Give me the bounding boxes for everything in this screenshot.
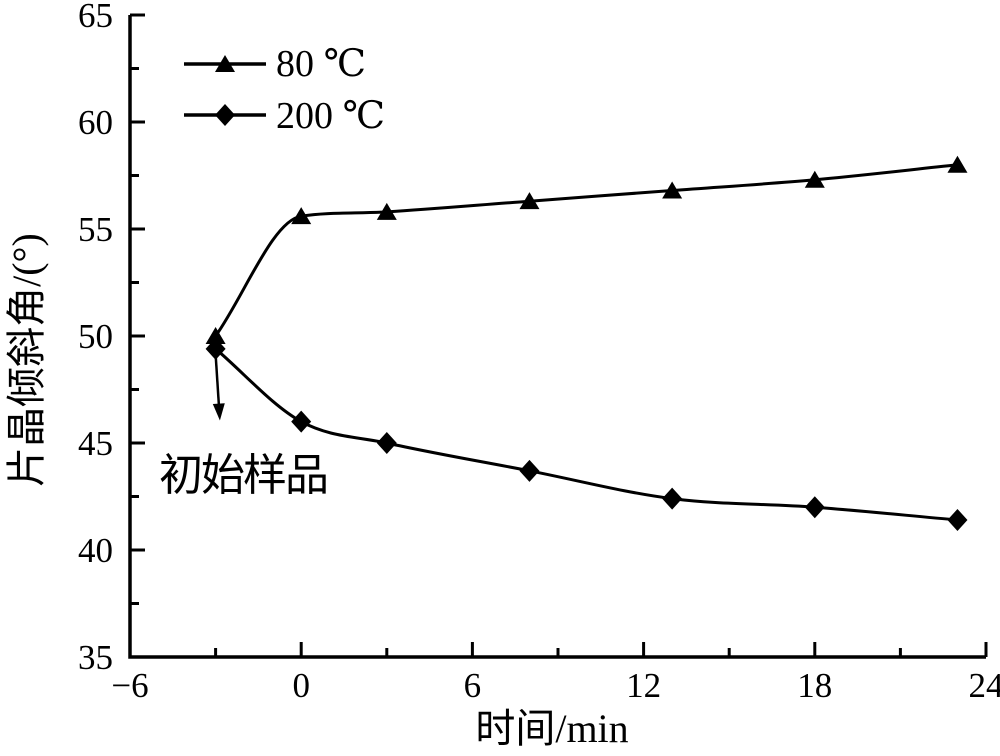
series-0-marker bbox=[804, 170, 825, 188]
legend-label-200c: 200 ℃ bbox=[276, 95, 385, 137]
series-1-marker bbox=[291, 410, 312, 433]
legend-marker-0 bbox=[215, 55, 235, 72]
x-tick-label: −6 bbox=[111, 666, 148, 705]
legend-label-80c: 80 ℃ bbox=[276, 43, 366, 85]
x-tick-label: 24 bbox=[969, 666, 1000, 705]
x-axis-title: 时间/min bbox=[475, 706, 628, 751]
x-tick-label: 6 bbox=[464, 666, 482, 705]
series-1-marker bbox=[804, 496, 825, 519]
y-tick-label: 40 bbox=[78, 531, 113, 570]
arrow-shaft bbox=[214, 354, 221, 413]
axis-ticks bbox=[128, 13, 988, 659]
series-0-marker bbox=[205, 327, 226, 344]
series-1-marker bbox=[519, 459, 540, 482]
legend: 80 ℃ 200 ℃ bbox=[276, 43, 385, 137]
axes bbox=[128, 15, 986, 659]
series-1-marker bbox=[662, 487, 683, 510]
legend-marks bbox=[184, 55, 266, 126]
y-tick-label: 45 bbox=[78, 424, 113, 463]
series-0-curve bbox=[214, 163, 958, 337]
series-0-marker bbox=[947, 155, 968, 173]
series-1-marker bbox=[947, 509, 968, 532]
y-axis-title: 片晶倾斜角/(°) bbox=[4, 233, 49, 487]
x-tick-label: 12 bbox=[626, 666, 661, 705]
legend-marker-1 bbox=[215, 104, 235, 126]
annotation-arrow bbox=[212, 354, 225, 421]
annotation-initial-sample-label: 初始样品 bbox=[159, 451, 327, 500]
series-0-marker bbox=[291, 207, 312, 225]
arrow-head bbox=[212, 403, 225, 421]
y-tick-label: 50 bbox=[78, 317, 113, 356]
series-1-marker bbox=[376, 432, 397, 454]
x-tick-label: 18 bbox=[797, 666, 832, 705]
y-tick-label: 55 bbox=[78, 210, 113, 249]
series-0-marker bbox=[376, 202, 397, 220]
axis-tick-labels: 35 40 45 50 55 60 65 −6 0 6 12 18 24 bbox=[78, 0, 1000, 705]
y-tick-label: 60 bbox=[78, 103, 113, 142]
series-0-marker bbox=[519, 192, 540, 210]
series-1-marker bbox=[205, 337, 226, 360]
series-0-marker bbox=[662, 181, 683, 199]
y-tick-label: 35 bbox=[78, 638, 113, 677]
x-tick-label: 0 bbox=[292, 666, 310, 705]
series-group bbox=[205, 155, 968, 532]
axis-spines bbox=[128, 15, 986, 659]
y-tick-label: 65 bbox=[78, 0, 113, 35]
